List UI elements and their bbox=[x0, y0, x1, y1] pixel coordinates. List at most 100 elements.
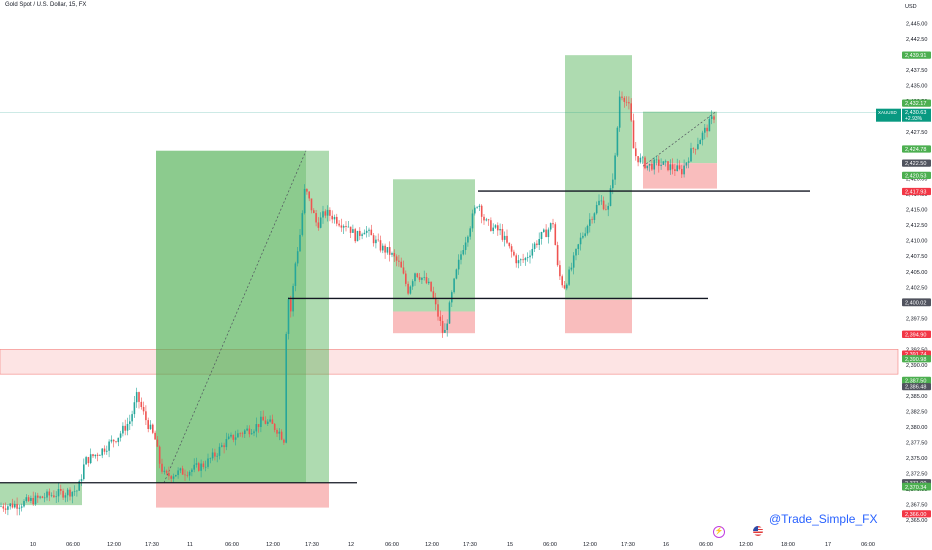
candle bbox=[658, 159, 660, 166]
candle bbox=[432, 291, 435, 298]
candle bbox=[372, 235, 375, 244]
candle bbox=[524, 258, 527, 261]
projection-line bbox=[642, 111, 717, 167]
candle bbox=[209, 458, 212, 459]
candle bbox=[290, 299, 292, 312]
candle bbox=[94, 454, 97, 457]
candle bbox=[469, 228, 471, 237]
candle bbox=[428, 281, 430, 284]
candle bbox=[112, 439, 115, 442]
candle bbox=[103, 448, 106, 452]
candle bbox=[632, 120, 635, 149]
candle bbox=[216, 455, 218, 457]
price-tag-bg bbox=[902, 299, 931, 307]
candle bbox=[485, 219, 488, 221]
candle bbox=[664, 161, 667, 162]
candle bbox=[124, 425, 126, 431]
candle bbox=[310, 198, 313, 211]
candle bbox=[639, 157, 642, 163]
candle bbox=[200, 463, 202, 471]
candle bbox=[278, 431, 281, 434]
candle bbox=[85, 457, 87, 465]
candle bbox=[239, 433, 241, 434]
candle bbox=[248, 428, 251, 435]
candle bbox=[625, 101, 628, 103]
price-tag-label: 2,420.53 bbox=[905, 173, 926, 179]
candle bbox=[299, 234, 301, 252]
x-tick-label: 06:00 bbox=[861, 542, 875, 548]
price-tag-bg bbox=[902, 355, 931, 363]
candle bbox=[430, 281, 432, 292]
candle bbox=[57, 489, 60, 497]
candle bbox=[556, 245, 559, 266]
last-price-tag: XAUUSD 2,430.63+2.93% bbox=[876, 108, 931, 122]
candle bbox=[540, 232, 543, 239]
candle bbox=[287, 299, 290, 334]
candle bbox=[131, 414, 133, 422]
price-tag-label: 2,366.00 bbox=[905, 512, 926, 518]
candle bbox=[612, 179, 614, 189]
y-tick-label: 2,445.00 bbox=[906, 22, 927, 28]
candle bbox=[223, 445, 225, 448]
candle bbox=[80, 479, 83, 482]
candle bbox=[30, 497, 32, 501]
us-flag-icon[interactable] bbox=[753, 526, 763, 536]
candle bbox=[446, 323, 448, 330]
candle bbox=[193, 464, 195, 470]
candle bbox=[76, 490, 78, 492]
candle bbox=[563, 285, 566, 289]
candle bbox=[607, 205, 609, 210]
candle bbox=[198, 463, 200, 471]
lightning-icon[interactable]: ⚡ bbox=[713, 526, 725, 538]
y-tick-label: 2,397.50 bbox=[906, 316, 927, 322]
price-tag: 2,400.02 bbox=[902, 299, 931, 307]
candle bbox=[234, 437, 237, 440]
candle bbox=[117, 437, 120, 443]
candle bbox=[244, 430, 246, 434]
candle bbox=[115, 441, 117, 443]
candle bbox=[211, 452, 214, 459]
candle bbox=[331, 215, 333, 220]
candle bbox=[340, 225, 343, 228]
last-price-value: 2,430.63 bbox=[905, 110, 926, 116]
x-tick-label: 17:30 bbox=[621, 542, 635, 548]
candle bbox=[506, 235, 508, 243]
candle bbox=[255, 424, 258, 432]
candle bbox=[161, 463, 163, 472]
candle bbox=[0, 506, 2, 507]
candle bbox=[648, 163, 651, 166]
stop-zone bbox=[393, 311, 475, 334]
candle bbox=[605, 209, 607, 210]
candle bbox=[154, 432, 156, 440]
candle bbox=[554, 224, 557, 246]
candle bbox=[145, 411, 147, 421]
candle bbox=[618, 96, 621, 128]
candle bbox=[110, 439, 113, 442]
candle bbox=[319, 217, 322, 228]
candle bbox=[301, 213, 304, 235]
candle bbox=[646, 165, 649, 169]
candle bbox=[142, 407, 145, 412]
candle bbox=[336, 216, 338, 224]
candle bbox=[543, 229, 545, 233]
candle bbox=[418, 277, 421, 280]
candle bbox=[20, 506, 23, 508]
candle bbox=[536, 243, 538, 246]
candle bbox=[370, 229, 373, 236]
candle bbox=[416, 273, 419, 278]
candle bbox=[706, 127, 708, 132]
candle bbox=[434, 297, 437, 305]
candle bbox=[37, 495, 39, 498]
candle bbox=[149, 424, 152, 430]
projection-line bbox=[163, 150, 307, 483]
candle bbox=[508, 242, 511, 247]
candle bbox=[32, 497, 34, 505]
target-zone bbox=[156, 150, 329, 483]
price-tag-label: 2,424.78 bbox=[905, 147, 926, 153]
candle bbox=[676, 165, 678, 172]
candle bbox=[591, 219, 593, 220]
candle bbox=[138, 392, 140, 402]
candle bbox=[375, 239, 377, 244]
